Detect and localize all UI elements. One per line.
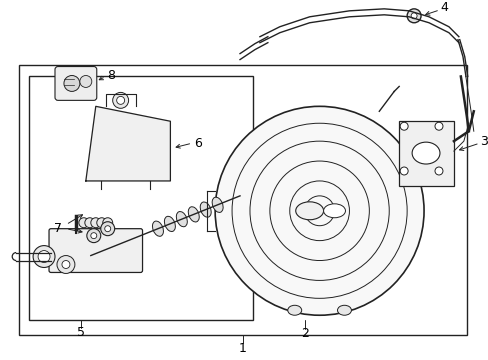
Text: 5: 5	[77, 326, 85, 339]
Ellipse shape	[295, 202, 323, 220]
Polygon shape	[86, 106, 170, 181]
Text: 4: 4	[439, 1, 447, 14]
Circle shape	[87, 229, 101, 243]
Circle shape	[112, 93, 128, 108]
Ellipse shape	[323, 204, 345, 218]
Ellipse shape	[164, 216, 175, 231]
Text: 8: 8	[106, 69, 115, 82]
Ellipse shape	[287, 305, 301, 315]
Circle shape	[64, 76, 80, 91]
Circle shape	[57, 256, 75, 274]
Circle shape	[215, 106, 423, 315]
Circle shape	[102, 218, 112, 228]
Ellipse shape	[411, 142, 439, 164]
Text: 2: 2	[300, 327, 308, 339]
Circle shape	[91, 233, 97, 239]
Circle shape	[434, 122, 442, 130]
Circle shape	[80, 76, 92, 87]
FancyBboxPatch shape	[55, 67, 97, 100]
Text: 3: 3	[479, 135, 487, 148]
Bar	[29, 76, 252, 320]
Ellipse shape	[176, 212, 187, 227]
Circle shape	[399, 122, 407, 130]
Circle shape	[434, 167, 442, 175]
Circle shape	[79, 218, 89, 228]
Circle shape	[101, 222, 115, 236]
Circle shape	[84, 218, 95, 228]
Ellipse shape	[152, 221, 163, 236]
Circle shape	[91, 218, 101, 228]
Ellipse shape	[200, 202, 211, 217]
Bar	[398, 121, 453, 186]
Circle shape	[117, 96, 124, 104]
Ellipse shape	[188, 207, 199, 222]
Text: 7: 7	[54, 222, 62, 235]
FancyBboxPatch shape	[49, 229, 142, 273]
Bar	[19, 64, 466, 335]
Circle shape	[104, 226, 110, 232]
Circle shape	[33, 246, 55, 267]
Circle shape	[97, 218, 106, 228]
Circle shape	[62, 261, 70, 269]
Circle shape	[399, 167, 407, 175]
Circle shape	[407, 9, 420, 23]
Ellipse shape	[212, 197, 223, 212]
Circle shape	[38, 251, 50, 262]
Text: 6: 6	[194, 137, 202, 150]
Ellipse shape	[337, 305, 351, 315]
Text: 1: 1	[239, 342, 246, 355]
Circle shape	[410, 13, 416, 19]
